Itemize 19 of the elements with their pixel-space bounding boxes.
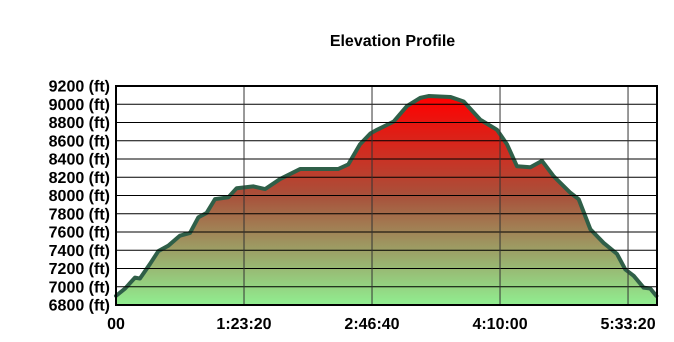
y-tick-label: 9200 (ft) (48, 78, 110, 96)
x-tick-label: 00 (107, 316, 125, 333)
y-tick-label: 8400 (ft) (48, 152, 110, 169)
x-tick-label: 2:46:40 (344, 316, 400, 333)
y-tick-label: 7600 (ft) (48, 224, 110, 242)
y-tick-label: 7200 (ft) (48, 261, 110, 278)
y-tick-label: 8800 (ft) (48, 115, 110, 132)
y-tick-label: 7400 (ft) (48, 242, 110, 260)
y-tick-label: 8000 (ft) (48, 188, 110, 206)
y-tick-label: 9000 (ft) (48, 96, 110, 114)
y-tick-label: 8200 (ft) (48, 170, 110, 187)
y-tick-label: 6800 (ft) (48, 298, 110, 315)
x-tick-label: 5:33:20 (600, 316, 656, 333)
y-tick-label: 7800 (ft) (48, 206, 110, 224)
y-tick-label: 8600 (ft) (48, 133, 110, 150)
chart-title: Elevation Profile (330, 33, 456, 50)
x-tick-label: 1:23:20 (216, 316, 272, 333)
y-tick-label: 7000 (ft) (48, 279, 110, 296)
x-tick-label: 4:10:00 (472, 316, 528, 333)
